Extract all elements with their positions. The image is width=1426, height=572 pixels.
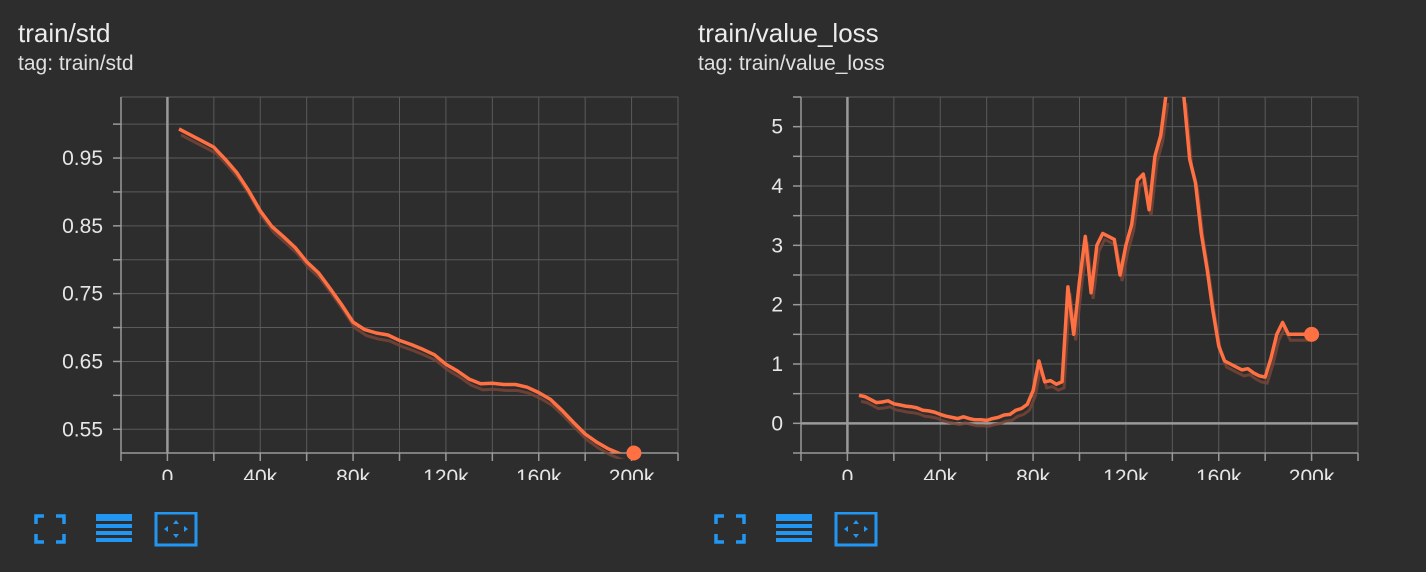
y-tick-label: 4: [771, 175, 783, 198]
line-chart-train-std[interactable]: 0 40k 80k 120k 160k 200k 0.55 0.65 0.75 0.85 0.95: [0, 80, 700, 480]
last-point-marker[interactable]: [626, 445, 642, 461]
y-tick-label: 0.85: [62, 215, 103, 238]
chart-title: train/std: [18, 18, 111, 48]
fullscreen-icon: [34, 514, 66, 544]
x-tick-label: 40k: [923, 466, 957, 480]
fit-domain-icon: [834, 512, 878, 547]
x-tick-label: 40k: [243, 466, 277, 480]
fit-domain-button[interactable]: [834, 512, 878, 550]
y-tick-label: 0: [771, 412, 783, 435]
x-tick-label: 160k: [516, 466, 562, 480]
x-tick-label: 80k: [1016, 466, 1050, 480]
x-tick-label: 160k: [1196, 466, 1242, 480]
y-tick-label: 0.65: [62, 350, 103, 373]
chart-tag: tag: train/std: [18, 52, 134, 75]
x-tick-label: 0: [842, 466, 854, 480]
toggle-lines-button[interactable]: [94, 512, 138, 550]
last-point-marker[interactable]: [1304, 326, 1320, 342]
x-tick-label: 200k: [1289, 466, 1335, 480]
series-line[interactable]: [178, 127, 632, 457]
y-tick-label: 0.55: [62, 418, 103, 441]
fullscreen-icon: [714, 514, 746, 544]
toggle-lines-icon: [776, 514, 812, 542]
fullscreen-button[interactable]: [714, 512, 758, 550]
x-tick-label: 120k: [423, 466, 469, 480]
y-tick-label: 0.95: [62, 147, 103, 170]
line-chart-train-value-loss[interactable]: 0 40k 80k 120k 160k 200k 0 1 2 3 4 5: [680, 80, 1380, 480]
y-tick-label: 1: [771, 353, 783, 376]
x-tick-label: 120k: [1103, 466, 1149, 480]
x-tick-label: 0: [162, 466, 174, 480]
chart-toolbar: [714, 512, 894, 552]
y-tick-label: 2: [771, 294, 783, 317]
fit-domain-icon: [154, 512, 198, 547]
x-tick-label: 80k: [336, 466, 370, 480]
toggle-lines-button[interactable]: [774, 512, 818, 550]
chart-title: train/value_loss: [698, 18, 879, 48]
chart-card-train-std: train/std tag: train/std 0 40k 80k 120k 160k…: [0, 0, 700, 572]
chart-card-train-value-loss: train/value_loss tag: train/value_loss 0…: [680, 0, 1380, 572]
fit-domain-button[interactable]: [154, 512, 198, 550]
series-line[interactable]: [858, 80, 1312, 423]
toggle-lines-icon: [96, 514, 132, 542]
y-tick-label: 0.75: [62, 283, 103, 306]
x-tick-label: 200k: [609, 466, 655, 480]
fullscreen-button[interactable]: [34, 512, 78, 550]
chart-tag: tag: train/value_loss: [698, 52, 885, 75]
y-tick-label: 3: [771, 234, 783, 257]
y-tick-label: 5: [771, 116, 783, 139]
chart-toolbar: [34, 512, 214, 552]
